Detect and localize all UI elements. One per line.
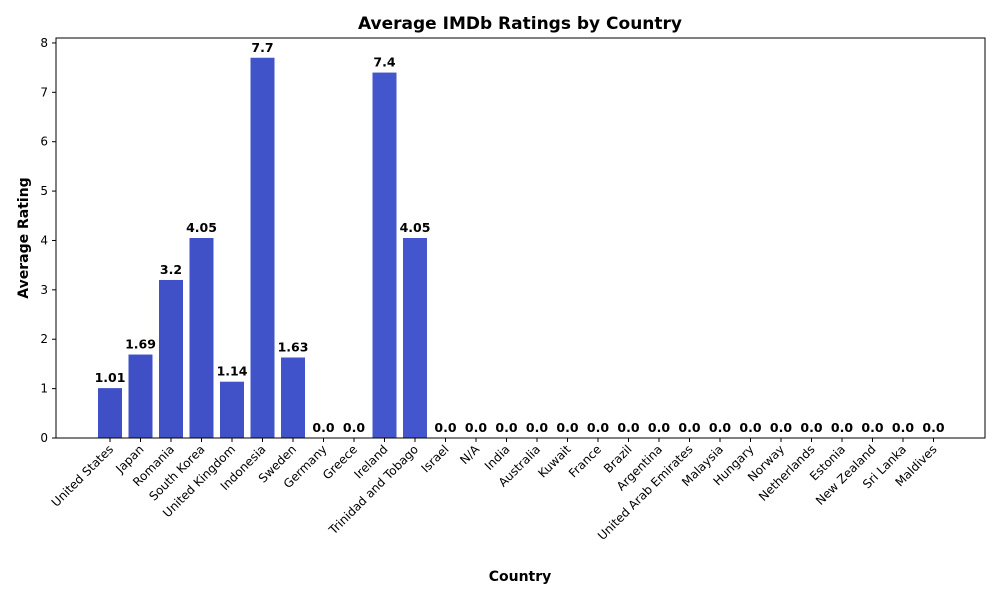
bar xyxy=(372,72,397,438)
data-label: 4.05 xyxy=(400,220,431,235)
x-axis-title: Country xyxy=(489,569,552,585)
data-label: 0.0 xyxy=(495,420,517,435)
y-tick-label: 2 xyxy=(40,332,48,346)
data-label: 0.0 xyxy=(831,420,853,435)
y-tick-label: 5 xyxy=(40,184,48,198)
data-label: 0.0 xyxy=(770,420,792,435)
data-label: 0.0 xyxy=(739,420,761,435)
y-tick-label: 4 xyxy=(40,233,48,247)
bar xyxy=(250,57,275,439)
bar xyxy=(159,279,183,438)
bar xyxy=(128,354,153,438)
x-tick-label: Israel xyxy=(419,442,452,475)
data-labels: 1.01 1.69 3.2 4.05 1.14 7.7 1.63 0.0 0.0 7.4 4.05 0… xyxy=(95,40,945,435)
data-label: 0.0 xyxy=(526,420,548,435)
data-label: 3.2 xyxy=(160,262,182,277)
data-label: 0.0 xyxy=(892,420,914,435)
data-label: 7.7 xyxy=(251,40,273,55)
y-axis: 0 1 2 3 4 5 6 7 8 xyxy=(40,36,56,445)
data-label: 1.01 xyxy=(95,370,126,385)
data-label: 4.05 xyxy=(186,220,217,235)
y-tick-label: 0 xyxy=(40,431,48,445)
data-label: 0.0 xyxy=(709,420,731,435)
x-tick-label: Kuwait xyxy=(535,442,573,480)
bar xyxy=(98,388,122,438)
data-label: 7.4 xyxy=(373,55,395,70)
x-tick-label: United States xyxy=(49,442,116,509)
bars-layer xyxy=(98,57,427,439)
bar xyxy=(189,238,214,438)
x-tick-label: N/A xyxy=(457,442,482,467)
chart-title: Average IMDb Ratings by Country xyxy=(358,14,682,34)
x-tick-label: Greece xyxy=(320,442,360,482)
data-label: 1.14 xyxy=(217,364,248,379)
x-tick-label: France xyxy=(566,442,604,480)
plot-frame xyxy=(55,37,986,439)
data-label: 0.0 xyxy=(587,420,609,435)
y-tick-label: 8 xyxy=(40,36,48,50)
data-label: 0.0 xyxy=(556,420,578,435)
bar xyxy=(403,238,427,438)
bar xyxy=(220,381,244,438)
data-label: 1.63 xyxy=(278,340,309,355)
data-label: 0.0 xyxy=(861,420,883,435)
data-label: 0.0 xyxy=(617,420,639,435)
y-tick-label: 7 xyxy=(40,85,48,99)
y-tick-label: 1 xyxy=(40,382,48,396)
data-label: 1.69 xyxy=(125,337,156,352)
data-label: 0.0 xyxy=(800,420,822,435)
data-label: 0.0 xyxy=(465,420,487,435)
data-label: 0.0 xyxy=(312,420,334,435)
data-label: 0.0 xyxy=(648,420,670,435)
data-label: 0.0 xyxy=(434,420,456,435)
bar xyxy=(281,357,305,438)
data-label: 0.0 xyxy=(922,420,944,435)
y-axis-title: Average Rating xyxy=(16,177,32,298)
data-label: 0.0 xyxy=(678,420,700,435)
data-label: 0.0 xyxy=(343,420,365,435)
y-tick-label: 3 xyxy=(40,283,48,297)
y-tick-label: 6 xyxy=(40,135,48,149)
